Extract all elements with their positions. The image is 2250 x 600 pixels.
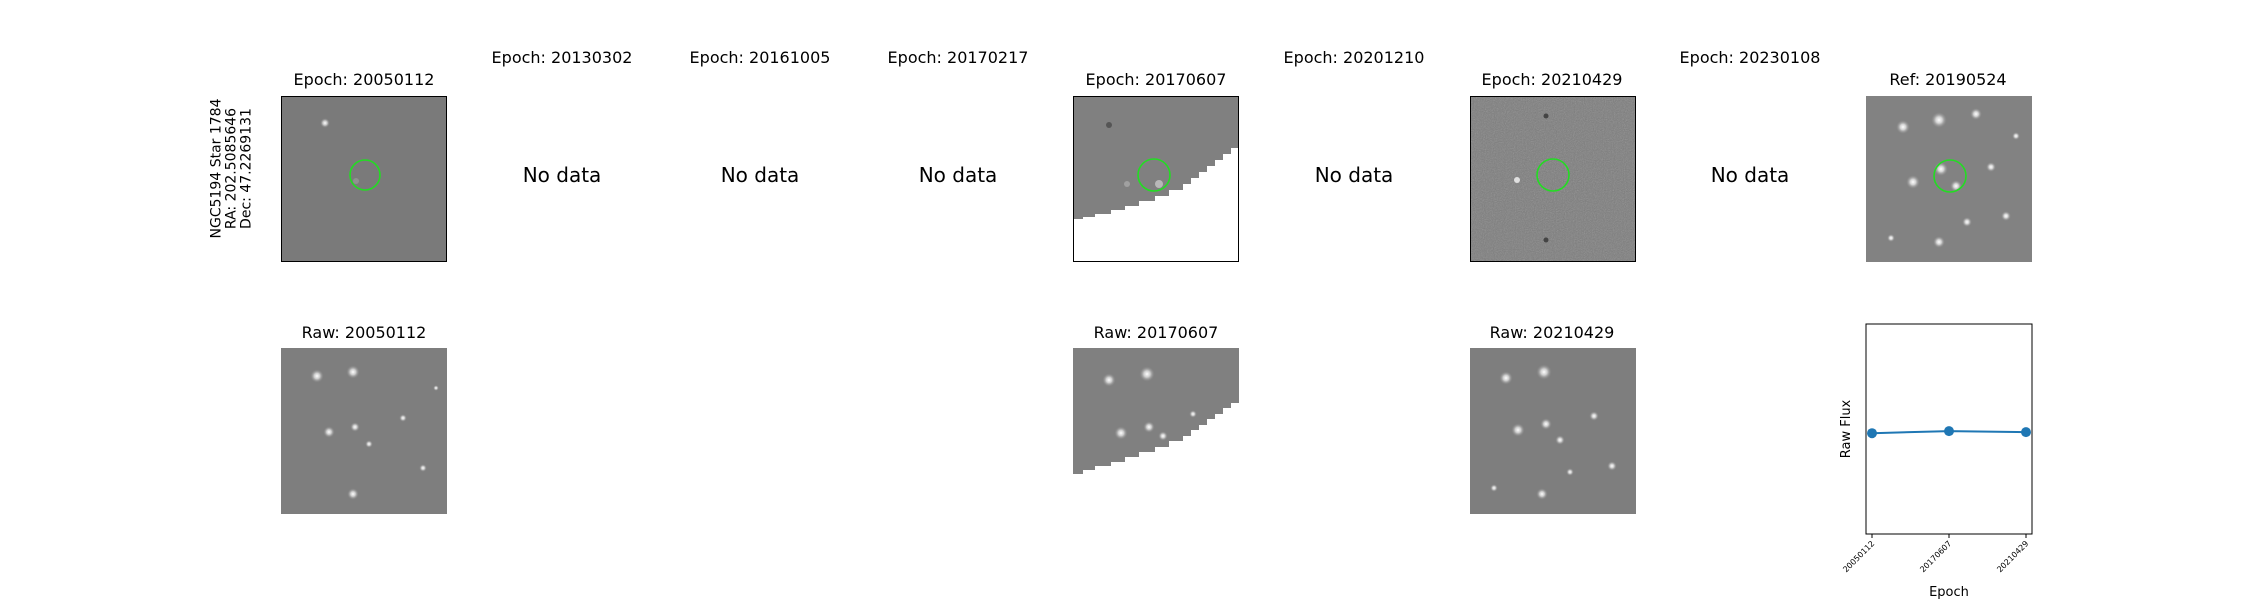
flux-point xyxy=(1944,426,1954,437)
aperture-circle xyxy=(349,159,381,191)
no-data-label-4: No data xyxy=(918,163,998,187)
target-info-label: NGC5194 Star 1784 RA: 202.5085646 Dec: 4… xyxy=(208,19,255,319)
aperture-circle xyxy=(1536,158,1570,192)
diff-image-20050112 xyxy=(281,96,447,262)
target-dec: Dec: 47.2269131 xyxy=(238,108,255,229)
flux-point xyxy=(2021,427,2031,438)
x-tick-label: 20210429 xyxy=(1995,539,2030,574)
raw-title-3: Raw: 20210429 xyxy=(1489,323,1615,342)
y-axis-label: Raw Flux xyxy=(1839,399,1854,458)
x-tick-label: 20050112 xyxy=(1841,539,1876,574)
reference-image xyxy=(1866,96,2032,262)
no-data-label-3: No data xyxy=(720,163,800,187)
no-data-label-6: No data xyxy=(1314,163,1394,187)
raw-title-2: Raw: 20170607 xyxy=(1093,323,1219,342)
epoch-title-1: Epoch: 20050112 xyxy=(293,70,435,89)
diff-image-20170607 xyxy=(1073,96,1239,262)
no-data-label-8: No data xyxy=(1710,163,1790,187)
epoch-title-3: Epoch: 20161005 xyxy=(689,48,831,67)
raw-title-1: Raw: 20050112 xyxy=(301,323,427,342)
epoch-title-2: Epoch: 20130302 xyxy=(491,48,633,67)
aperture-circle xyxy=(1933,159,1967,193)
epoch-title-4: Epoch: 20170217 xyxy=(887,48,1029,67)
epoch-title-6: Epoch: 20201210 xyxy=(1283,48,1425,67)
no-data-label-2: No data xyxy=(522,163,602,187)
flux-point xyxy=(1867,428,1877,439)
target-name: NGC5194 Star 1784 xyxy=(208,98,225,239)
x-axis-label: Epoch xyxy=(1929,585,1969,600)
target-ra: RA: 202.5085646 xyxy=(223,107,240,230)
epoch-title-7: Epoch: 20210429 xyxy=(1481,70,1623,89)
raw-flux-chart: 20050112 20170607 20210429 Epoch Raw Flux xyxy=(1839,323,2033,600)
diff-image-20210429 xyxy=(1470,96,1636,262)
x-tick-label: 20170607 xyxy=(1918,539,1953,574)
epoch-title-8: Epoch: 20230108 xyxy=(1679,48,1821,67)
raw-image-20210429 xyxy=(1470,348,1636,514)
epoch-title-5: Epoch: 20170607 xyxy=(1085,70,1227,89)
raw-image-20050112 xyxy=(281,348,447,514)
raw-image-20170607 xyxy=(1073,348,1239,514)
aperture-circle xyxy=(1137,158,1171,192)
ref-title: Ref: 20190524 xyxy=(1889,70,2007,89)
